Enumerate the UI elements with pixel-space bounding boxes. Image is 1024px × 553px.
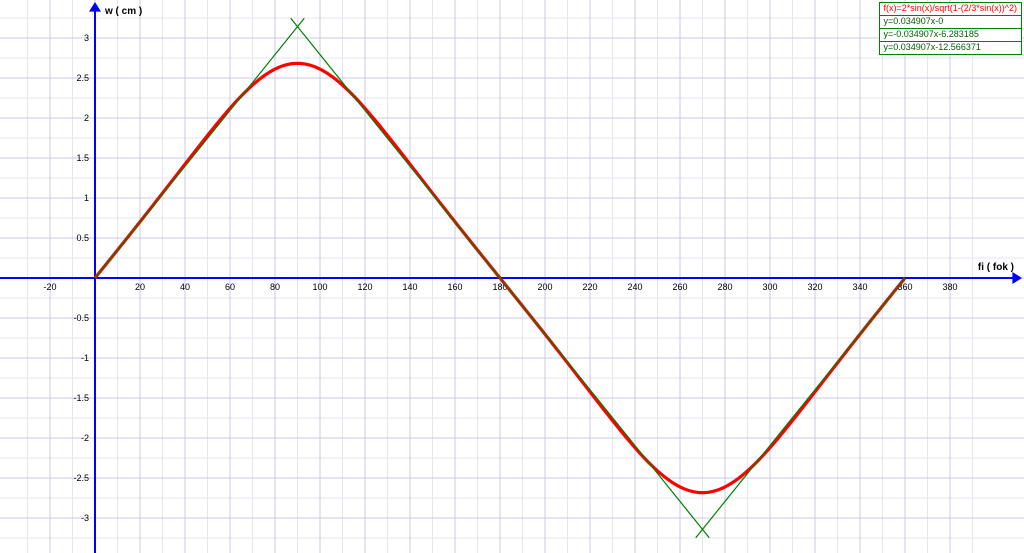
svg-text:2.5: 2.5: [76, 73, 89, 83]
svg-text:60: 60: [225, 282, 235, 292]
svg-text:200: 200: [537, 282, 552, 292]
svg-text:240: 240: [627, 282, 642, 292]
svg-text:100: 100: [312, 282, 327, 292]
svg-text:20: 20: [135, 282, 145, 292]
svg-text:380: 380: [942, 282, 957, 292]
svg-text:280: 280: [717, 282, 732, 292]
svg-text:1: 1: [84, 193, 89, 203]
legend-item-l1: y=0.034907x-0: [880, 16, 1022, 29]
svg-text:120: 120: [357, 282, 372, 292]
svg-text:80: 80: [270, 282, 280, 292]
legend-box: f(x)=2*sin(x)/sqrt(1-(2/3*sin(x))^2) y=0…: [879, 2, 1023, 55]
svg-text:3: 3: [84, 33, 89, 43]
svg-text:40: 40: [180, 282, 190, 292]
legend-item-l2: y=-0.034907x-6.283185: [880, 29, 1022, 42]
svg-text:2: 2: [84, 113, 89, 123]
svg-text:340: 340: [852, 282, 867, 292]
svg-text:w ( cm ): w ( cm ): [104, 6, 142, 17]
svg-text:-2: -2: [81, 433, 89, 443]
svg-text:160: 160: [447, 282, 462, 292]
legend-item-f: f(x)=2*sin(x)/sqrt(1-(2/3*sin(x))^2): [880, 3, 1022, 16]
svg-text:-2.5: -2.5: [73, 473, 89, 483]
svg-text:-0.5: -0.5: [73, 313, 89, 323]
svg-text:fi ( fok ): fi ( fok ): [978, 262, 1014, 273]
svg-text:-1: -1: [81, 353, 89, 363]
svg-text:220: 220: [582, 282, 597, 292]
svg-text:300: 300: [762, 282, 777, 292]
svg-text:1.5: 1.5: [76, 153, 89, 163]
svg-text:0.5: 0.5: [76, 233, 89, 243]
svg-text:-1.5: -1.5: [73, 393, 89, 403]
svg-text:-3: -3: [81, 513, 89, 523]
svg-text:140: 140: [402, 282, 417, 292]
chart-canvas: -202040608010012014016018020022024026028…: [0, 0, 1024, 553]
svg-text:320: 320: [807, 282, 822, 292]
svg-text:-20: -20: [43, 282, 56, 292]
legend-item-l3: y=0.034907x-12.566371: [880, 42, 1022, 54]
svg-text:260: 260: [672, 282, 687, 292]
